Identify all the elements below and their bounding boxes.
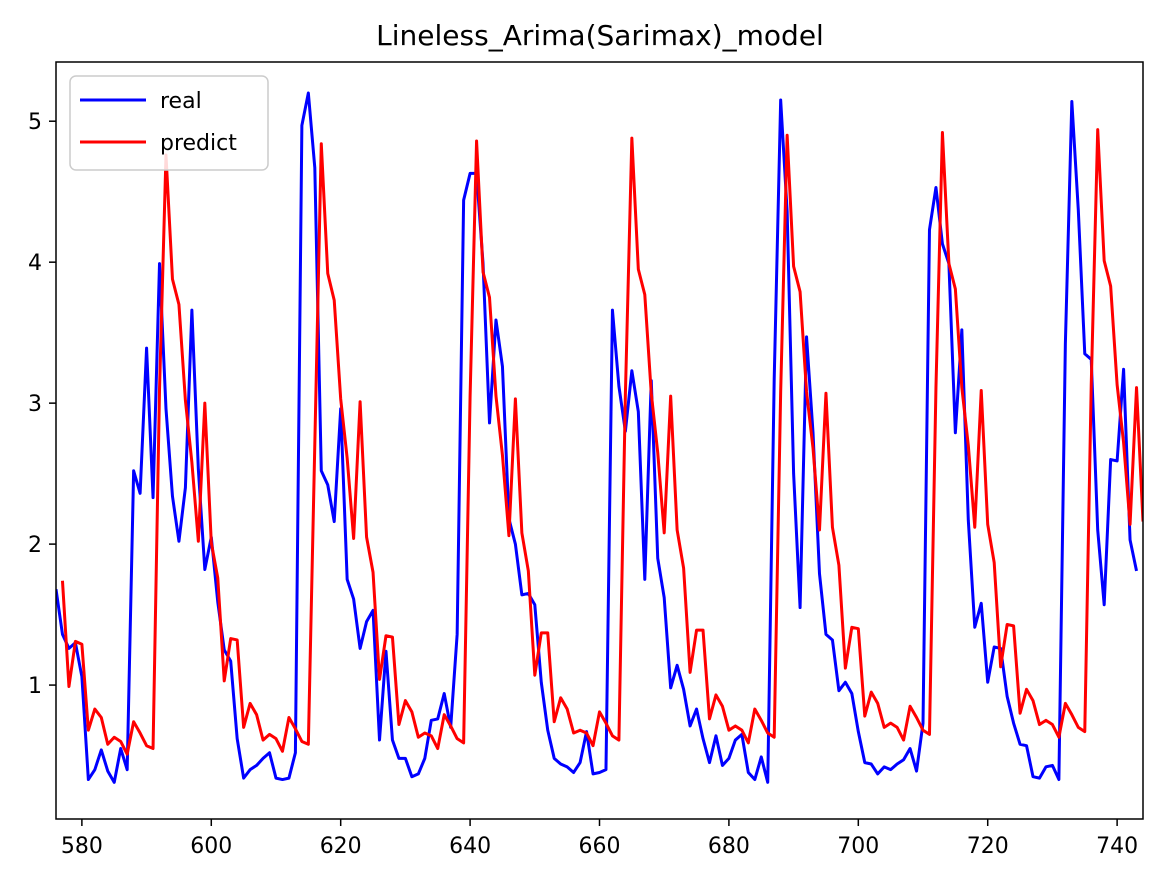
y-tick-label: 4	[28, 251, 42, 276]
y-tick-label: 5	[28, 110, 42, 135]
x-tick-label: 660	[579, 834, 621, 859]
legend-label-real: real	[160, 89, 202, 114]
plot-area	[56, 91, 1143, 784]
x-tick-label: 580	[61, 834, 103, 859]
x-tick-label: 680	[708, 834, 750, 859]
legend: real predict	[69, 75, 269, 171]
y-tick-label: 1	[28, 674, 42, 699]
series-layer	[56, 91, 1143, 784]
x-tick-label: 720	[967, 834, 1009, 859]
axes-frame	[55, 61, 1144, 820]
series-line-predict	[60, 128, 1143, 756]
series-line-real	[56, 91, 1138, 784]
y-tick-label: 2	[28, 533, 42, 558]
x-tick-label: 640	[449, 834, 491, 859]
x-tick-label: 740	[1096, 834, 1138, 859]
x-tick-label: 700	[837, 834, 879, 859]
axis-ticks: 580 600 620 640 660 680 700 720 740 1 2 3 4 5	[28, 110, 1138, 859]
chart-title: Lineless_Arima(Sarimax)_model	[376, 19, 824, 52]
x-tick-label: 600	[190, 834, 232, 859]
legend-label-predict: predict	[160, 131, 237, 156]
y-tick-label: 3	[28, 392, 42, 417]
x-tick-label: 620	[320, 834, 362, 859]
